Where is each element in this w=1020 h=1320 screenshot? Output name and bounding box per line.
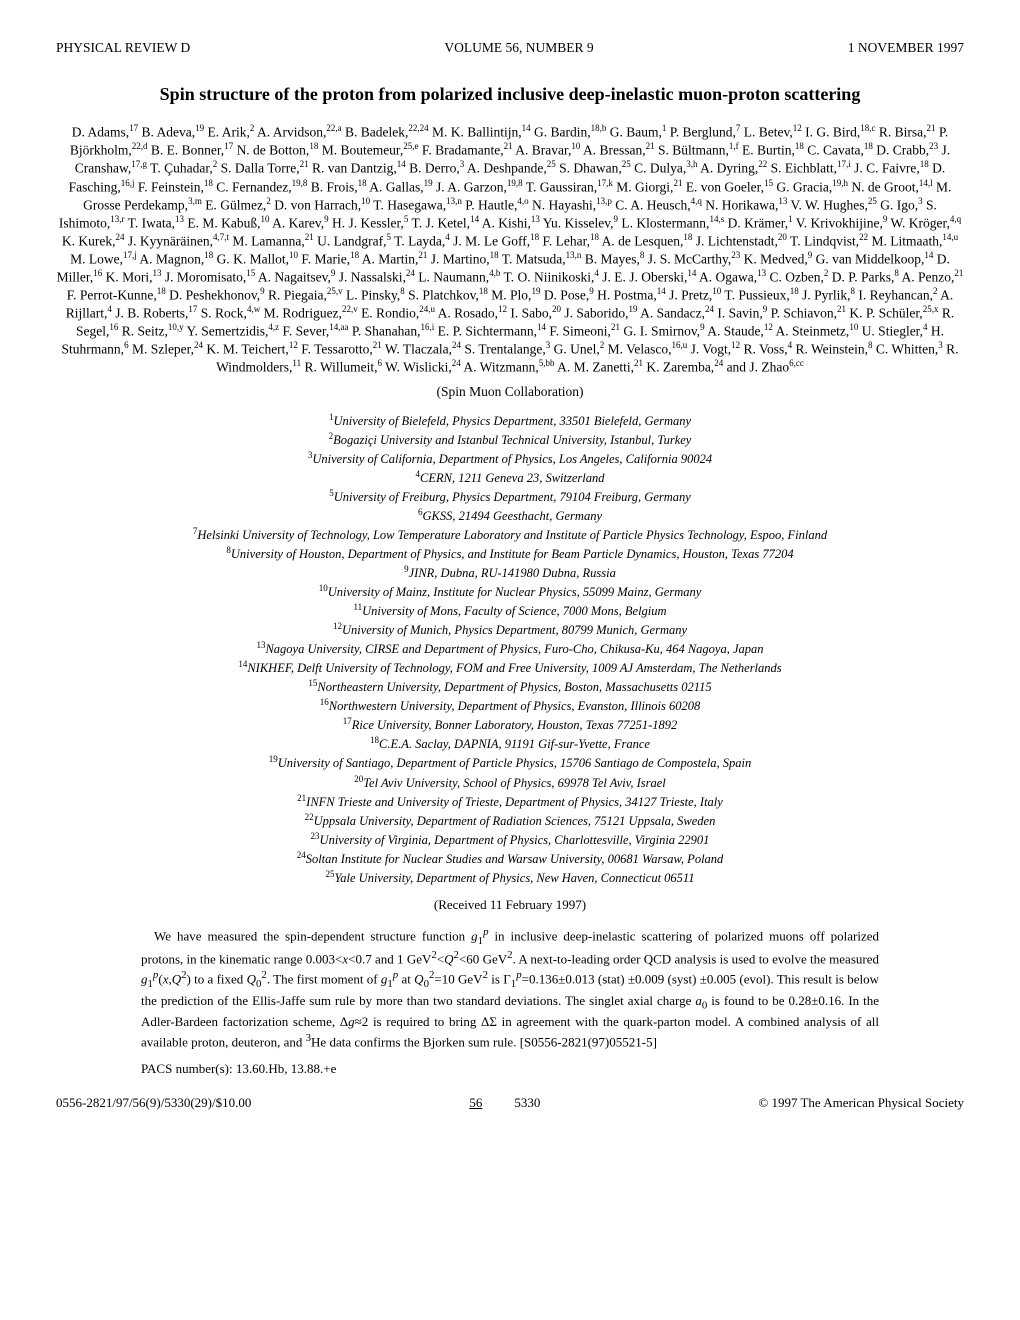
footer-left: 0556-2821/97/56(9)/5330(29)/$10.00 [56, 1095, 251, 1111]
collaboration: (Spin Muon Collaboration) [56, 384, 964, 401]
affiliation-line: 3University of California, Department of… [56, 449, 964, 468]
header: PHYSICAL REVIEW D VOLUME 56, NUMBER 9 1 … [56, 40, 964, 57]
affiliations: 1University of Bielefeld, Physics Depart… [56, 411, 964, 887]
affiliation-line: 15Northeastern University, Department of… [56, 677, 964, 696]
affiliation-line: 17Rice University, Bonner Laboratory, Ho… [56, 715, 964, 734]
affiliation-line: 12University of Munich, Physics Departme… [56, 620, 964, 639]
pacs-numbers: PACS number(s): 13.60.Hb, 13.88.+e [141, 1061, 879, 1077]
author-list: D. Adams,17 B. Adeva,19 E. Arik,2 A. Arv… [56, 123, 964, 376]
affiliation-line: 24Soltan Institute for Nuclear Studies a… [56, 849, 964, 868]
affiliation-line: 7Helsinki University of Technology, Low … [56, 525, 964, 544]
affiliation-line: 20Tel Aviv University, School of Physics… [56, 773, 964, 792]
affiliation-line: 22Uppsala University, Department of Radi… [56, 811, 964, 830]
footer-page: 5330 [514, 1095, 540, 1111]
received-date: (Received 11 February 1997) [56, 897, 964, 913]
affiliation-line: 21INFN Trieste and University of Trieste… [56, 792, 964, 811]
affiliation-line: 25Yale University, Department of Physics… [56, 868, 964, 887]
affiliation-line: 18C.E.A. Saclay, DAPNIA, 91191 Gif-sur-Y… [56, 734, 964, 753]
issue-date: 1 NOVEMBER 1997 [848, 40, 964, 57]
journal-name: PHYSICAL REVIEW D [56, 40, 190, 57]
affiliation-line: 1University of Bielefeld, Physics Depart… [56, 411, 964, 430]
footer: 0556-2821/97/56(9)/5330(29)/$10.00 56 53… [56, 1095, 964, 1111]
affiliation-line: 14NIKHEF, Delft University of Technology… [56, 658, 964, 677]
affiliation-line: 2Bogaziçi University and Istanbul Techni… [56, 430, 964, 449]
affiliation-line: 16Northwestern University, Department of… [56, 696, 964, 715]
affiliation-line: 13Nagoya University, CIRSE and Departmen… [56, 639, 964, 658]
footer-volume: 56 [469, 1095, 482, 1111]
affiliation-line: 4CERN, 1211 Geneva 23, Switzerland [56, 468, 964, 487]
affiliation-line: 9JINR, Dubna, RU-141980 Dubna, Russia [56, 563, 964, 582]
volume-number: VOLUME 56, NUMBER 9 [444, 40, 593, 57]
affiliation-line: 8University of Houston, Department of Ph… [56, 544, 964, 563]
affiliation-line: 6GKSS, 21494 Geesthacht, Germany [56, 506, 964, 525]
affiliation-line: 23University of Virginia, Department of … [56, 830, 964, 849]
paper-title: Spin structure of the proton from polari… [56, 83, 964, 106]
footer-right: © 1997 The American Physical Society [758, 1095, 964, 1111]
affiliation-line: 19University of Santiago, Department of … [56, 753, 964, 772]
affiliation-line: 10University of Mainz, Institute for Nuc… [56, 582, 964, 601]
affiliation-line: 11University of Mons, Faculty of Science… [56, 601, 964, 620]
affiliation-line: 5University of Freiburg, Physics Departm… [56, 487, 964, 506]
abstract: We have measured the spin-dependent stru… [141, 925, 879, 1051]
